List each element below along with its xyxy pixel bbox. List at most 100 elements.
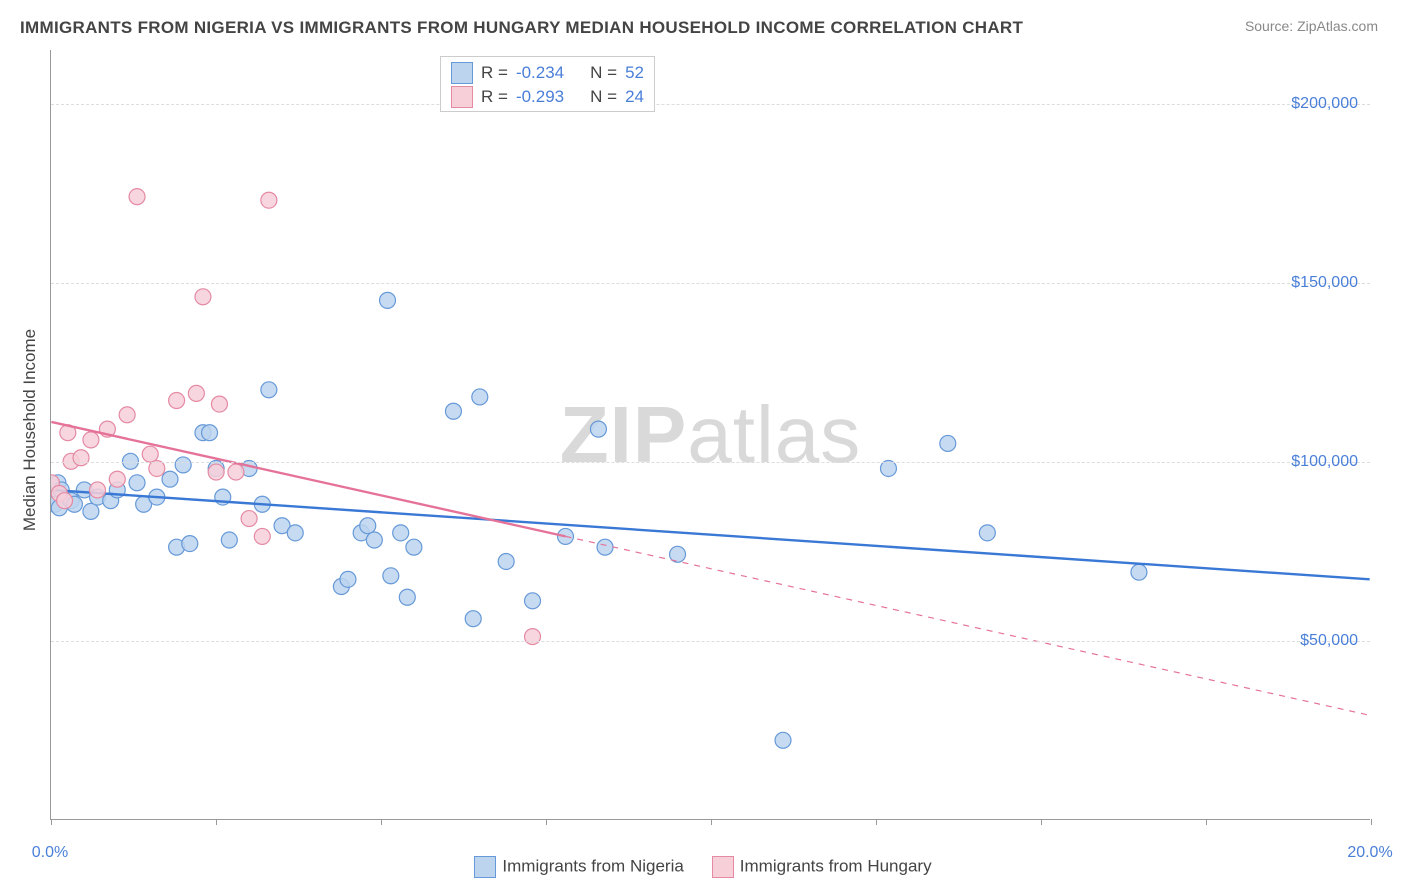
x-tick [546, 819, 547, 825]
grid-line [51, 462, 1370, 463]
x-tick [381, 819, 382, 825]
data-point [51, 475, 66, 491]
y-tick-label: $200,000 [1291, 95, 1358, 113]
legend-correlation-row: R =-0.234N =52 [451, 61, 644, 85]
data-point [169, 393, 185, 409]
data-point [287, 525, 303, 541]
data-point [393, 525, 409, 541]
data-point [136, 496, 152, 512]
data-point [215, 489, 231, 505]
data-point [103, 493, 119, 509]
data-point [498, 553, 514, 569]
data-point [221, 532, 237, 548]
data-point [241, 511, 257, 527]
data-point [333, 579, 349, 595]
data-point [63, 493, 79, 509]
watermark-zip: ZIP [560, 390, 687, 479]
data-point [149, 460, 165, 476]
data-point [445, 403, 461, 419]
data-point [109, 482, 125, 498]
legend-correlation-box: R =-0.234N =52R = -0.293 N = 24 [440, 56, 655, 112]
data-point [76, 482, 92, 498]
legend-n-value: 24 [625, 87, 644, 107]
data-point [274, 518, 290, 534]
data-point [261, 382, 277, 398]
data-point [66, 496, 82, 512]
data-point [129, 189, 145, 205]
data-point [525, 593, 541, 609]
data-point [353, 525, 369, 541]
legend-series-label: Immigrants from Hungary [740, 856, 932, 875]
trend-line [51, 490, 1369, 579]
grid-line [51, 641, 1370, 642]
data-point [380, 292, 396, 308]
data-point [51, 475, 59, 491]
watermark: ZIPatlas [560, 389, 861, 481]
data-point [195, 425, 211, 441]
data-point [880, 460, 896, 476]
data-point [202, 425, 218, 441]
legend-series-item: Immigrants from Nigeria [474, 856, 683, 878]
data-point [597, 539, 613, 555]
data-point [208, 464, 224, 480]
data-point [51, 489, 59, 505]
legend-swatch [451, 86, 473, 108]
data-point [188, 385, 204, 401]
x-tick [1371, 819, 1372, 825]
y-tick-label: $50,000 [1300, 632, 1358, 650]
legend-series-item: Immigrants from Hungary [712, 856, 932, 878]
data-point [99, 421, 115, 437]
y-tick-label: $100,000 [1291, 453, 1358, 471]
x-axis-label-right: 20.0% [1347, 844, 1392, 862]
data-point [399, 589, 415, 605]
data-point [51, 486, 67, 502]
data-point [162, 471, 178, 487]
data-point [360, 518, 376, 534]
x-axis-label-left: 0.0% [32, 844, 68, 862]
data-point [119, 407, 135, 423]
x-tick [1206, 819, 1207, 825]
source-label: Source: ZipAtlas.com [1245, 18, 1378, 34]
data-point [175, 457, 191, 473]
x-tick [216, 819, 217, 825]
grid-line [51, 283, 1370, 284]
data-point [211, 396, 227, 412]
data-point [73, 450, 89, 466]
y-axis-title: Median Household Income [20, 329, 40, 531]
data-point [60, 425, 76, 441]
x-tick [51, 819, 52, 825]
data-point [57, 493, 73, 509]
data-point [254, 496, 270, 512]
data-point [149, 489, 165, 505]
data-point [254, 528, 270, 544]
data-point [228, 464, 244, 480]
data-point [51, 500, 67, 516]
legend-series-label: Immigrants from Nigeria [502, 856, 683, 875]
data-point [940, 435, 956, 451]
data-point [775, 732, 791, 748]
trend-line-dashed [565, 536, 1369, 715]
grid-line [51, 104, 1370, 105]
data-point [83, 503, 99, 519]
data-point [366, 532, 382, 548]
legend-r-value: -0.293 [516, 87, 564, 107]
legend-r-label: R = [481, 63, 508, 83]
data-point [90, 489, 106, 505]
plot-area: ZIPatlas $50,000 $100,000 $150,000 $200,000 [50, 50, 1370, 820]
data-point [383, 568, 399, 584]
legend-n-value: 52 [625, 63, 644, 83]
data-point [241, 460, 257, 476]
legend-swatch [474, 856, 496, 878]
data-point [261, 192, 277, 208]
legend-swatch [712, 856, 734, 878]
legend-n-label: N = [590, 87, 617, 107]
y-tick-label: $150,000 [1291, 274, 1358, 292]
data-point [465, 611, 481, 627]
data-point [83, 432, 99, 448]
data-point [109, 471, 125, 487]
data-point [525, 629, 541, 645]
data-point [590, 421, 606, 437]
data-point [340, 571, 356, 587]
legend-bottom: Immigrants from Nigeria Immigrants from H… [0, 856, 1406, 878]
data-point [51, 496, 63, 512]
